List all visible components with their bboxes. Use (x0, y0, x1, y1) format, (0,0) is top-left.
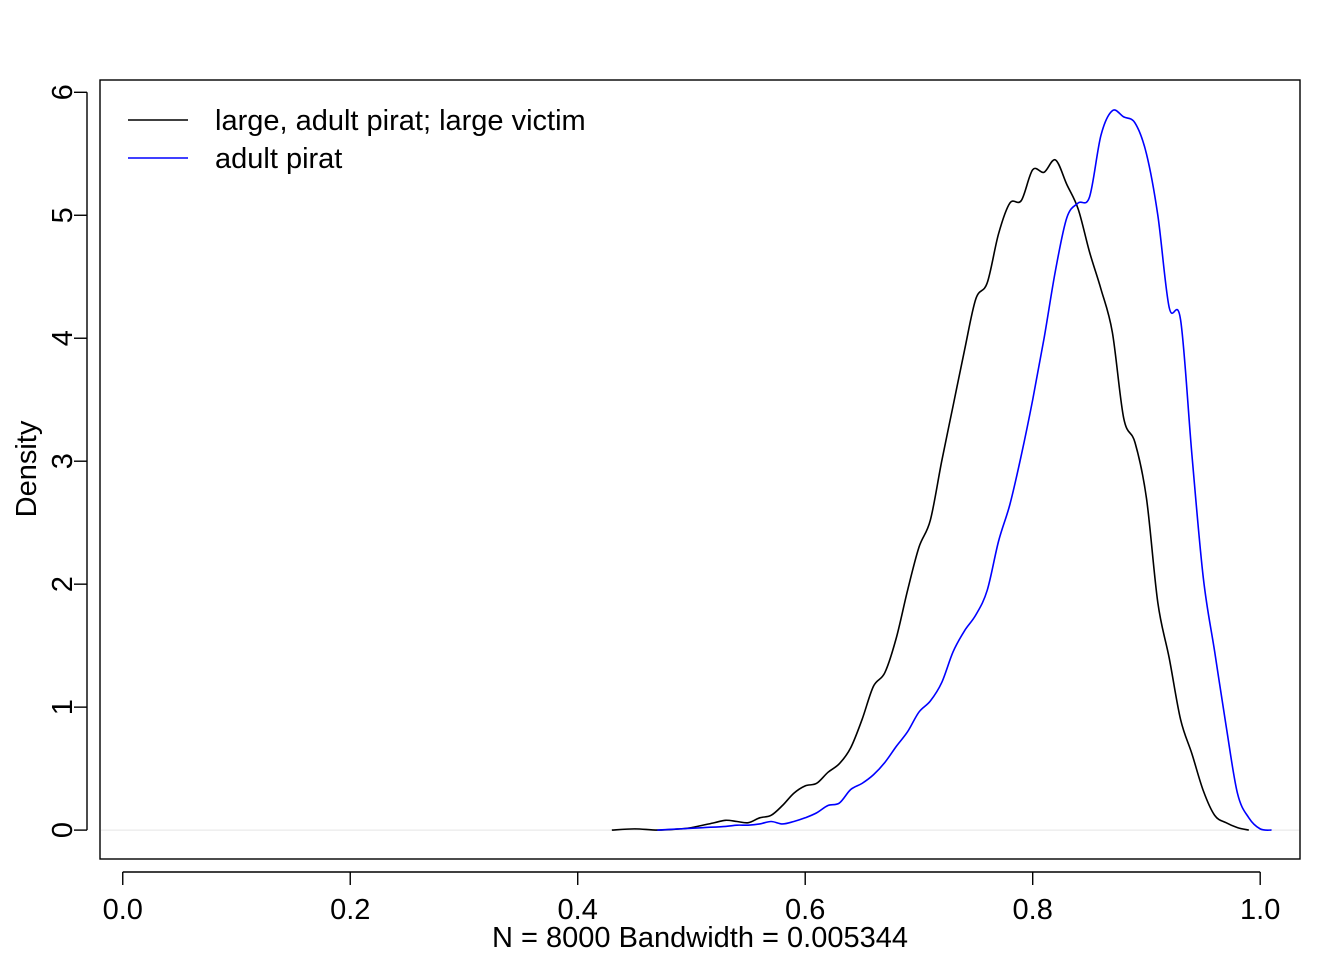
legend-label: large, adult pirat; large victim (215, 105, 586, 137)
y-tick-label: 0 (47, 822, 79, 838)
legend-item: adult pirat (128, 143, 342, 175)
x-tick-label: 0.8 (1013, 894, 1053, 926)
legend: large, adult pirat; large victim adult pi… (128, 105, 586, 175)
series-line-1 (611, 159, 1249, 831)
y-tick-label: 3 (47, 453, 79, 469)
x-tick-label: 1.0 (1240, 894, 1280, 926)
y-axis-label: Density (11, 420, 43, 517)
y-tick-label: 1 (47, 699, 79, 715)
legend-label: adult pirat (215, 143, 342, 175)
x-axis-label: N = 8000 Bandwidth = 0.005344 (492, 922, 908, 954)
legend-item: large, adult pirat; large victim (128, 105, 586, 137)
y-tick-label: 2 (47, 576, 79, 592)
series-line-2 (657, 109, 1272, 831)
x-axis: 0.0 0.2 0.4 0.6 0.8 1.0 (103, 871, 1280, 926)
x-tick-label: 0.2 (330, 894, 370, 926)
x-tick-label: 0.6 (785, 894, 825, 926)
x-tick-label: 0.0 (103, 894, 143, 926)
series-layer (611, 109, 1272, 831)
plot-frame (99, 79, 1301, 860)
y-axis: 0 1 2 3 4 5 6 (47, 84, 88, 838)
y-tick-label: 6 (47, 84, 79, 100)
y-tick-label: 4 (47, 330, 79, 346)
y-tick-label: 5 (47, 207, 79, 223)
x-tick-label: 0.4 (558, 894, 598, 926)
